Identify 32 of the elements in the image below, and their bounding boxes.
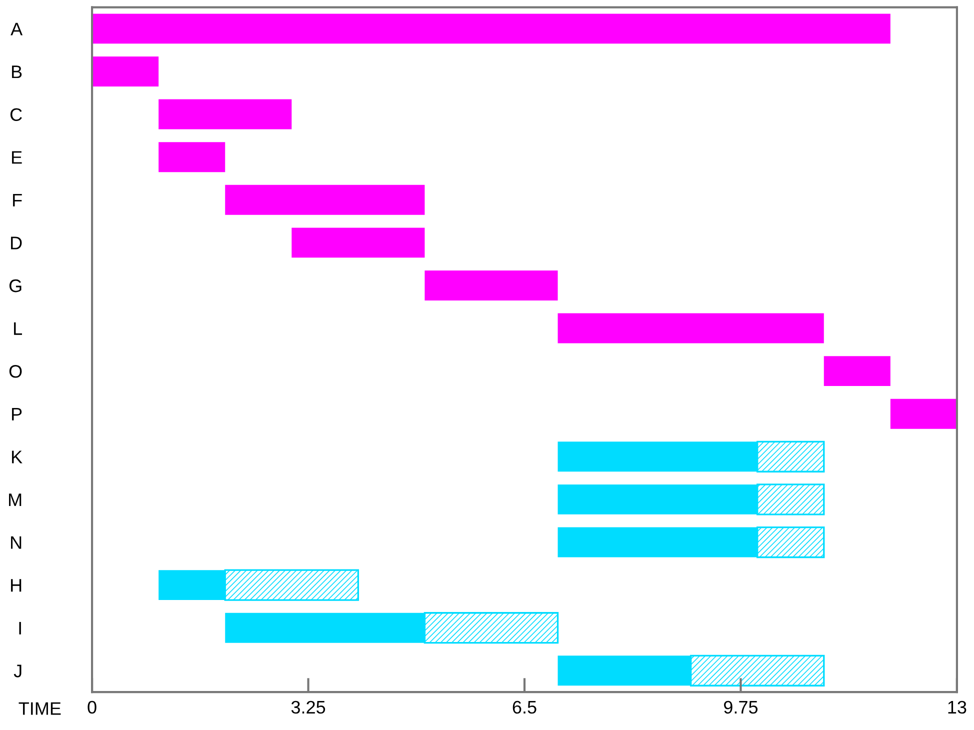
- y-tick-label: H: [11, 579, 22, 592]
- bar: [158, 99, 292, 130]
- bar: [890, 398, 957, 429]
- x-tick-label: 9.75: [724, 700, 758, 714]
- x-tick-label: 6.5: [512, 700, 536, 714]
- x-tick-label: 0: [88, 700, 96, 714]
- bar: [158, 142, 226, 172]
- y-tick-label: C: [10, 108, 22, 122]
- y-tick-label: O: [9, 365, 22, 378]
- bar: [824, 356, 890, 386]
- y-tick-label: D: [11, 236, 22, 250]
- y-tick-label: N: [11, 536, 22, 549]
- y-tick-label: J: [14, 664, 22, 678]
- bar: [292, 228, 425, 258]
- y-tick-label: M: [9, 494, 22, 506]
- bar: [424, 270, 558, 300]
- x-axis-title: TIME: [18, 702, 61, 715]
- bar: [92, 14, 890, 44]
- y-tick-label: P: [12, 408, 22, 420]
- y-tick-label: G: [9, 279, 22, 292]
- y-tick-label: K: [12, 450, 22, 464]
- y-tick-label: L: [14, 322, 22, 335]
- y-tick-label: A: [10, 22, 23, 36]
- x-tick-label: 3.25: [291, 700, 326, 714]
- bar: [225, 184, 425, 215]
- y-tick-label: E: [12, 151, 22, 164]
- x-tick-label: 13: [948, 700, 966, 714]
- y-tick-label: B: [12, 66, 22, 78]
- y-tick-label: F: [13, 194, 22, 206]
- bar: [558, 313, 824, 344]
- bar: [92, 56, 159, 86]
- y-tick-label: I: [19, 622, 21, 634]
